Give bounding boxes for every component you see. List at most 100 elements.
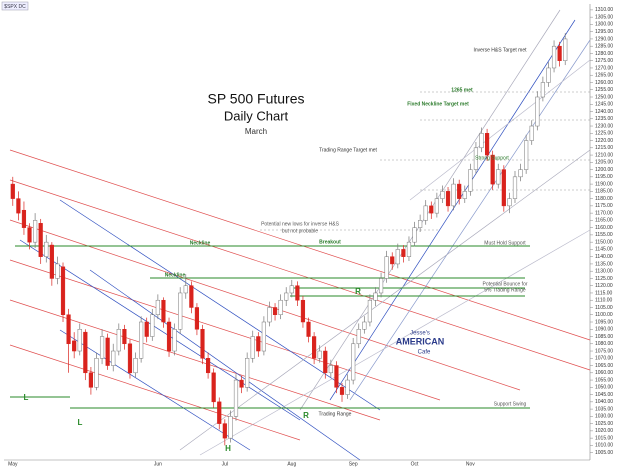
candle-body [317, 350, 322, 359]
candle-body [49, 244, 54, 279]
x-tick-label: Nov [466, 461, 475, 467]
annotation: Trading Range [319, 411, 352, 417]
candle-body [205, 358, 211, 374]
y-tick-label: 1075.00 [595, 348, 613, 354]
y-tick-label: 1015.00 [595, 435, 613, 441]
chart-title: SP 500 Futures [207, 91, 304, 107]
candle-body [345, 379, 350, 395]
candle-body [38, 223, 43, 257]
candle-body [27, 227, 32, 243]
x-tick-label: Oct [411, 461, 419, 467]
candle-body [10, 183, 15, 199]
y-tick-label: 1085.00 [595, 334, 613, 340]
y-tick-label: 1110.00 [595, 298, 613, 304]
candle-body [200, 329, 205, 359]
candle-body [245, 358, 250, 388]
candle-body [289, 285, 294, 294]
candle-body [390, 256, 395, 265]
y-tick-label: 1080.00 [595, 341, 613, 347]
trend-lines [9, 9, 591, 461]
y-tick-label: 1120.00 [595, 283, 613, 289]
y-tick-label: 1105.00 [595, 305, 613, 311]
y-tick-label: 1095.00 [595, 319, 613, 325]
y-tick-label: 1195.00 [595, 174, 613, 180]
candle-body [21, 209, 27, 228]
candle-body [473, 147, 479, 170]
candle-body [105, 337, 110, 366]
candle-body [300, 299, 306, 323]
candle-body [524, 140, 529, 170]
annotation: 1265 met [451, 87, 473, 93]
candle-body [256, 336, 261, 352]
y-tick-label: 1060.00 [595, 370, 613, 376]
annotation: Breakout [319, 239, 341, 245]
candle-body [183, 285, 188, 294]
candle-body [468, 169, 473, 192]
candle-body [44, 241, 49, 257]
y-tick-label: 1275.00 [595, 58, 613, 64]
candle-body [412, 227, 417, 243]
y-tick-label: 1005.00 [595, 450, 613, 456]
annotation: Neckline [190, 240, 211, 246]
y-tick-label: 1125.00 [595, 276, 613, 282]
candle-body [440, 191, 445, 199]
annotation: but not probable [282, 228, 318, 234]
annotation: Potential Bounce for [482, 281, 527, 287]
y-tick-label: 1050.00 [595, 385, 613, 391]
y-tick-label: 1255.00 [595, 87, 613, 93]
candle-body [362, 321, 367, 330]
candle-body [406, 241, 412, 257]
candle-body [250, 336, 255, 359]
candle-body [144, 321, 149, 337]
y-tick-label: 1150.00 [595, 239, 613, 245]
candle-body [384, 256, 389, 279]
candle-body [418, 220, 423, 228]
candle-body [395, 249, 400, 265]
candle-body [423, 205, 428, 221]
candle-body [60, 266, 66, 315]
candle-body [306, 321, 311, 337]
candle-body [166, 321, 172, 352]
candle-body [312, 336, 317, 359]
candle-body [328, 365, 333, 374]
candle-body [356, 329, 361, 345]
y-tick-label: 1065.00 [595, 363, 613, 369]
candle-body [507, 198, 512, 207]
annotation: Neckline [165, 272, 186, 278]
y-tick-label: 1250.00 [595, 94, 613, 100]
candle-body [367, 299, 373, 323]
x-tick-label: Aug [287, 461, 296, 467]
candle-body [233, 379, 239, 417]
y-tick-label: 1205.00 [595, 160, 613, 166]
candle-body [462, 191, 467, 199]
candle-body [178, 292, 183, 330]
candle-body [434, 198, 439, 214]
candle-body [546, 67, 551, 83]
annotation: AMERICAN [396, 336, 445, 346]
y-tick-label: 1165.00 [595, 218, 613, 224]
chart-note: March [245, 127, 267, 136]
candle-body [272, 307, 278, 315]
candle-body [88, 372, 94, 388]
y-tick-label: 1215.00 [595, 145, 613, 151]
candle-body [429, 205, 434, 214]
candle-body [518, 169, 523, 178]
annotation: Trading Range Target met [319, 147, 377, 153]
y-tick-label: 1020.00 [595, 428, 613, 434]
x-tick-label: Sep [349, 461, 358, 467]
y-tick-label: 1185.00 [595, 189, 613, 195]
candle-body [535, 96, 540, 127]
candle-body [512, 176, 518, 199]
candle-body [373, 292, 378, 301]
candle-body [378, 278, 384, 294]
candle-body [55, 263, 60, 279]
y-tick-label: 1140.00 [595, 254, 613, 260]
candle-body [222, 423, 227, 439]
y-tick-label: 1295.00 [595, 29, 613, 35]
annotation: Support Swing [494, 401, 527, 407]
candle-body [77, 329, 82, 352]
candle-body [139, 321, 144, 359]
candle-body [339, 387, 345, 395]
y-tick-label: 1210.00 [595, 152, 613, 158]
